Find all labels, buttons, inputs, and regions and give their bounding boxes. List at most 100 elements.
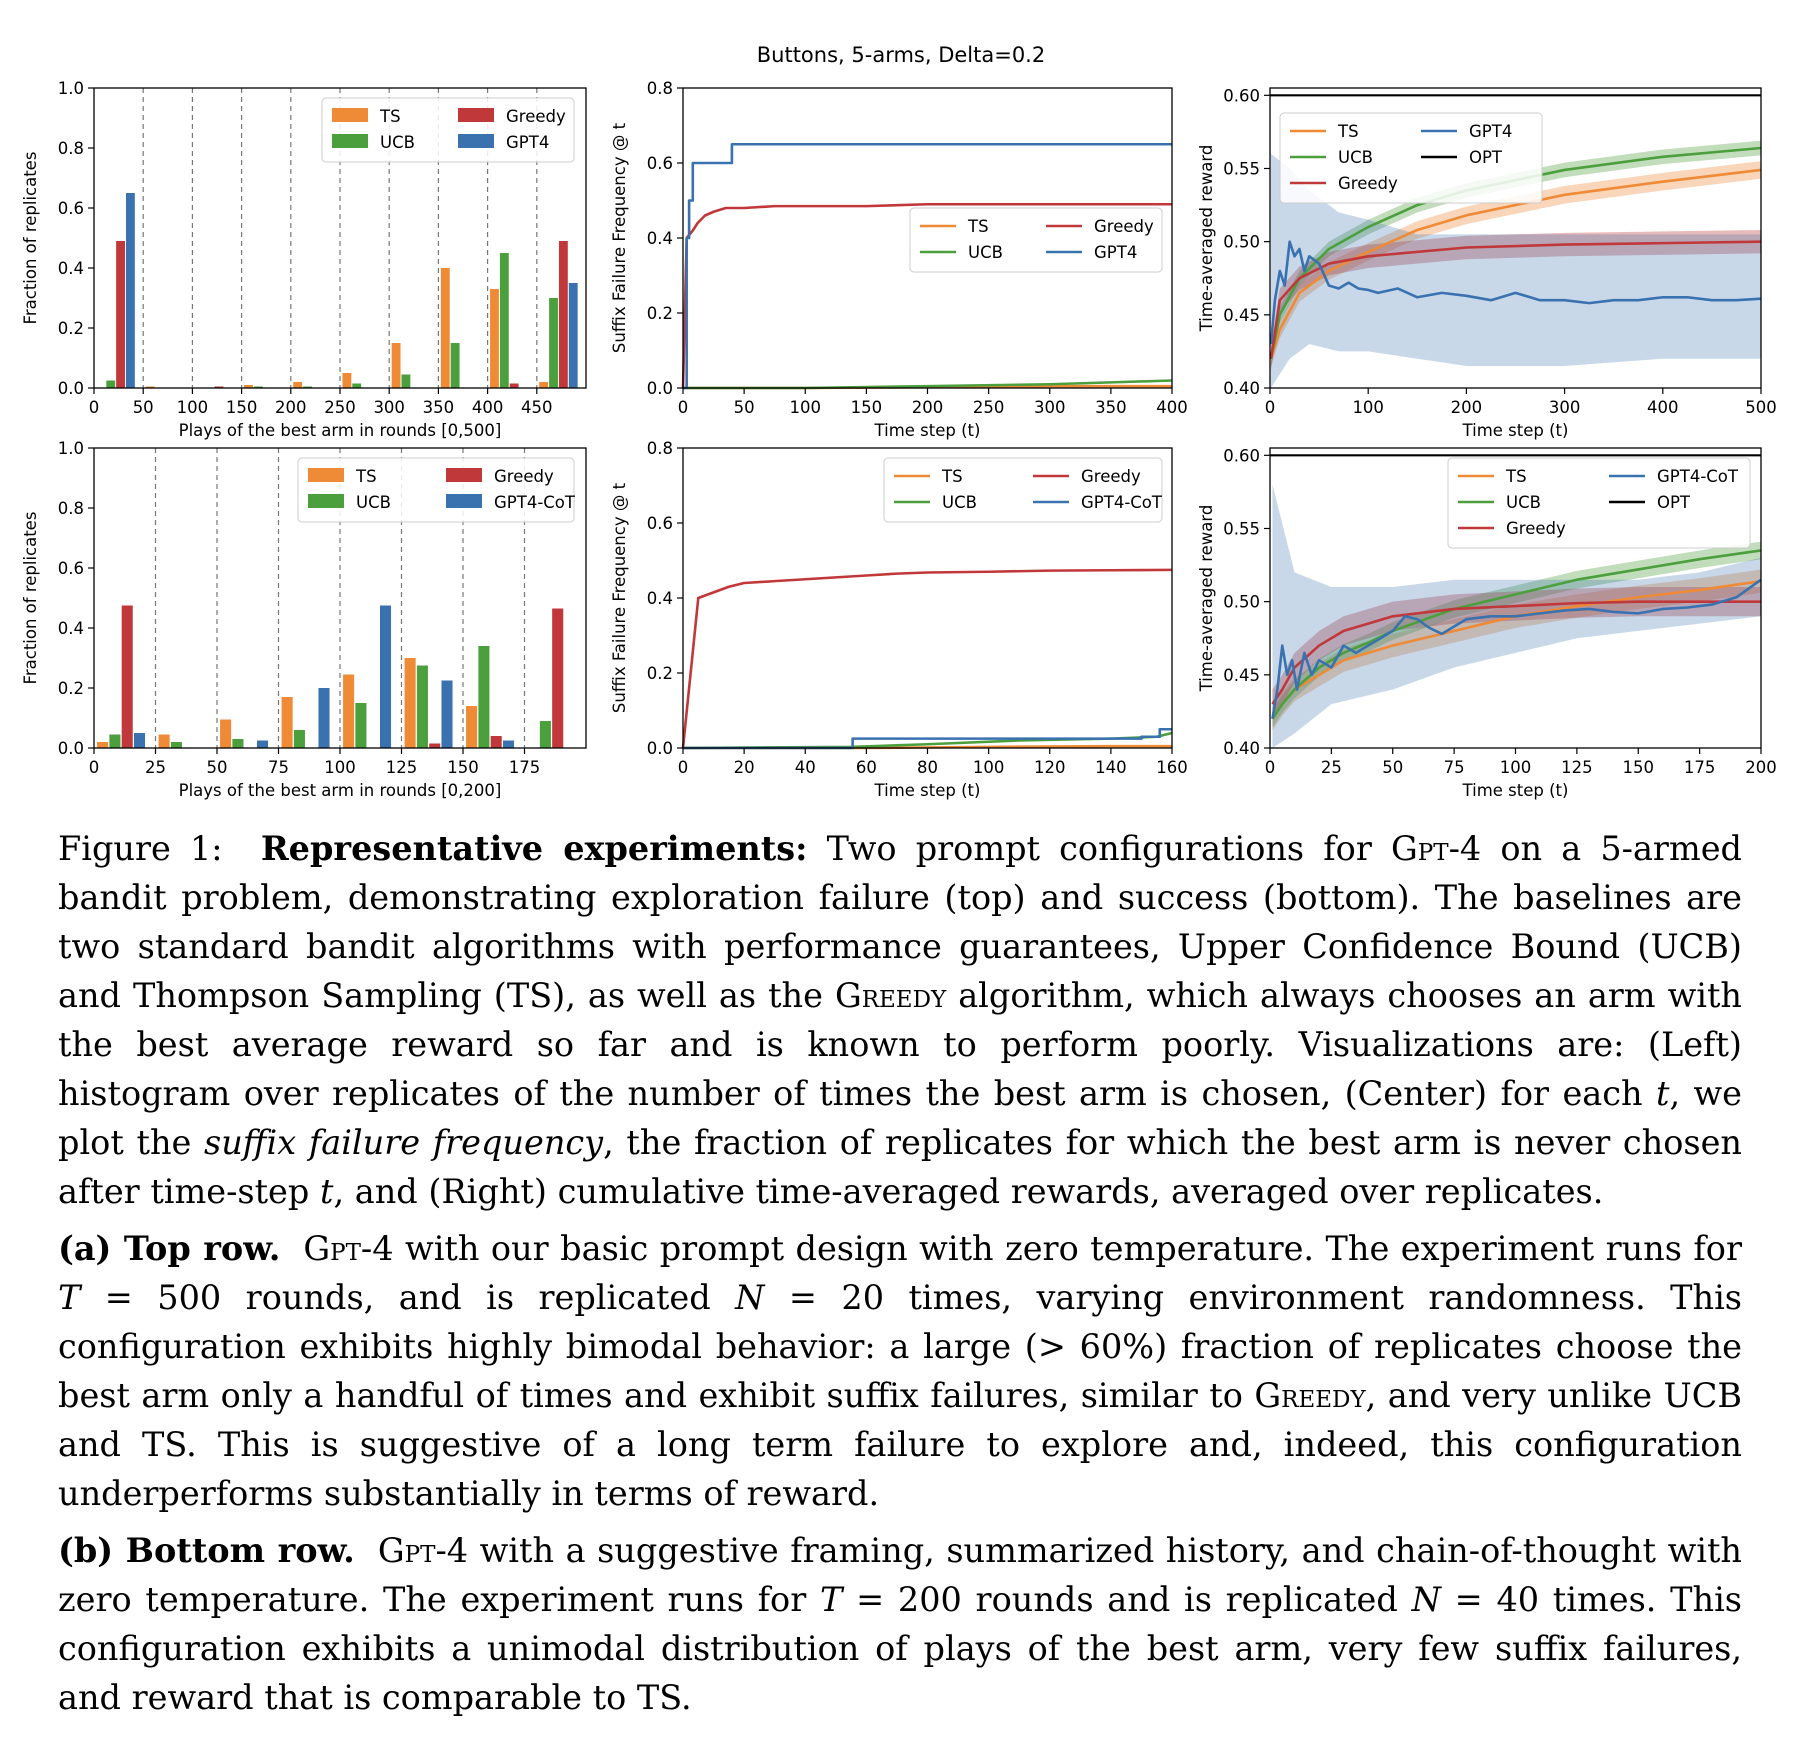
x-tick-label: 100 bbox=[1352, 398, 1384, 417]
x-tick-label: 300 bbox=[1549, 398, 1581, 417]
y-tick-label: 0.2 bbox=[58, 319, 84, 338]
math-T: T bbox=[819, 1580, 843, 1619]
x-tick-label: 40 bbox=[795, 758, 816, 777]
y-tick-label: 0.4 bbox=[647, 229, 673, 248]
caption-text: , the fraction of replicates for which t… bbox=[58, 1123, 1742, 1211]
legend-box bbox=[321, 97, 575, 163]
x-tick-label: 200 bbox=[912, 398, 944, 417]
gpt-name: Gpt bbox=[1390, 829, 1449, 868]
y-tick-label: 0.0 bbox=[647, 379, 673, 398]
x-tick-label: 150 bbox=[1623, 758, 1655, 777]
y-axis-label: Suffix Failure Frequency @ t bbox=[610, 122, 629, 353]
line-gpt bbox=[683, 142, 1172, 390]
bar-ts bbox=[539, 382, 549, 388]
bar-greedy bbox=[214, 386, 224, 388]
y-tick-label: 0.2 bbox=[58, 679, 84, 698]
caption-italic: suffix failure frequency bbox=[204, 1123, 604, 1162]
y-tick-label: 0.2 bbox=[647, 304, 673, 323]
y-tick-label: 0.6 bbox=[647, 514, 673, 533]
x-tick-label: 25 bbox=[145, 758, 166, 777]
y-tick-label: 0.2 bbox=[647, 664, 673, 683]
caption-text: , and (Right) cumulative time-averaged r… bbox=[333, 1172, 1604, 1211]
y-tick-label: 0.6 bbox=[58, 559, 84, 578]
x-tick-label: 400 bbox=[1647, 398, 1679, 417]
chart-bottom-middle: 0 20 40 60 80 100 120 140 160 0.0 0.2 0.4 0.6 0.8 Time… bbox=[610, 439, 1188, 800]
caption-a-label: (a) Top row. bbox=[58, 1229, 281, 1268]
greedy-name: Greedy bbox=[1254, 1376, 1366, 1415]
bar-ucb bbox=[355, 703, 367, 748]
math-t: t bbox=[319, 1172, 334, 1211]
greedy-name: Greedy bbox=[834, 976, 947, 1015]
y-tick-label: 0.8 bbox=[647, 79, 673, 98]
legend-label-ucb: UCB bbox=[942, 493, 977, 512]
caption-main: Figure 1: Representative experiments: Tw… bbox=[58, 824, 1742, 1216]
caption-text: -4 with a suggestive framing, summarized… bbox=[58, 1531, 1742, 1619]
y-tick-label: 0.4 bbox=[58, 259, 84, 278]
x-axis-label: Time step (t) bbox=[1462, 781, 1569, 800]
legend-box bbox=[1279, 112, 1543, 204]
bar-gpt bbox=[318, 688, 330, 748]
caption-title: Representative experiments: bbox=[260, 829, 808, 868]
caption-text: Two prompt configurations for bbox=[826, 829, 1391, 868]
x-tick-label: 25 bbox=[1321, 758, 1342, 777]
x-tick-label: 0 bbox=[89, 398, 100, 417]
legend-swatch-ucb bbox=[332, 134, 368, 148]
figure-caption: Figure 1: Representative experiments: Tw… bbox=[58, 824, 1742, 1730]
caption-text: = 200 rounds and is replicated bbox=[842, 1580, 1412, 1619]
bar-greedy bbox=[429, 743, 441, 748]
bar-ucb bbox=[416, 665, 428, 748]
y-axis-label: Time-averaged reward bbox=[1197, 145, 1216, 333]
x-tick-label: 75 bbox=[1444, 758, 1465, 777]
y-tick-label: 0.8 bbox=[647, 439, 673, 458]
x-tick-label: 0 bbox=[1265, 398, 1276, 417]
bar-greedy bbox=[121, 605, 133, 748]
x-tick-label: 200 bbox=[1745, 758, 1777, 777]
x-tick-label: 200 bbox=[1451, 398, 1483, 417]
y-axis-label: Time-averaged reward bbox=[1197, 505, 1216, 693]
x-axis-label: Plays of the best arm in rounds [0,500] bbox=[179, 421, 502, 440]
line-ts bbox=[1269, 168, 1762, 360]
bar-ucb bbox=[539, 721, 551, 748]
y-tick-label: 0.55 bbox=[1223, 519, 1260, 538]
line-gpt bbox=[1269, 240, 1762, 345]
math-T: T bbox=[58, 1278, 81, 1317]
bar-ts bbox=[342, 373, 352, 388]
x-tick-label: 0 bbox=[89, 758, 100, 777]
chart-top-middle: 0 50 100 150 200 250 300 350 400 0.0 0.2 0.4 0.6 0.8 T… bbox=[610, 79, 1188, 440]
bar-ucb bbox=[303, 386, 312, 388]
band-greedy bbox=[1272, 587, 1761, 719]
x-tick-label: 175 bbox=[1684, 758, 1716, 777]
bar-ts bbox=[281, 697, 293, 748]
x-tick-label: 0 bbox=[1265, 758, 1276, 777]
legend-swatch-ucb bbox=[308, 494, 344, 508]
legend-label-ucb: UCB bbox=[1506, 493, 1541, 512]
y-tick-label: 0.45 bbox=[1223, 306, 1260, 325]
bar-gpt bbox=[441, 680, 453, 748]
bar-ts bbox=[97, 742, 109, 748]
x-tick-label: 150 bbox=[226, 398, 258, 417]
legend-swatch-greedy bbox=[458, 108, 494, 122]
bar-ucb bbox=[549, 298, 558, 388]
line-greedy bbox=[1269, 240, 1762, 359]
y-axis-label: Fraction of replicates bbox=[21, 512, 40, 685]
x-tick-label: 60 bbox=[856, 758, 877, 777]
legend-label-greedy: Greedy bbox=[1081, 467, 1141, 486]
caption-b-label: (b) Bottom row. bbox=[58, 1531, 355, 1570]
y-tick-label: 0.40 bbox=[1223, 739, 1260, 758]
legend-label-gpt: GPT4-CoT bbox=[1081, 493, 1163, 512]
y-tick-label: 0.4 bbox=[58, 619, 84, 638]
bar-gpt bbox=[256, 740, 269, 748]
bar-ucb bbox=[352, 383, 362, 388]
bar-ucb bbox=[499, 253, 509, 388]
legend-label-ts: TS bbox=[1505, 467, 1527, 486]
legend-label-ucb: UCB bbox=[356, 493, 391, 512]
x-tick-label: 75 bbox=[268, 758, 289, 777]
legend-label-ucb: UCB bbox=[1338, 148, 1373, 167]
y-tick-label: 0.50 bbox=[1223, 593, 1260, 612]
x-tick-label: 50 bbox=[207, 758, 228, 777]
x-tick-label: 0 bbox=[678, 398, 689, 417]
bar-ts bbox=[391, 343, 401, 388]
bar-ts bbox=[404, 658, 416, 748]
legend-swatch-ts bbox=[332, 108, 368, 122]
caption-label: Figure 1: bbox=[58, 829, 223, 868]
